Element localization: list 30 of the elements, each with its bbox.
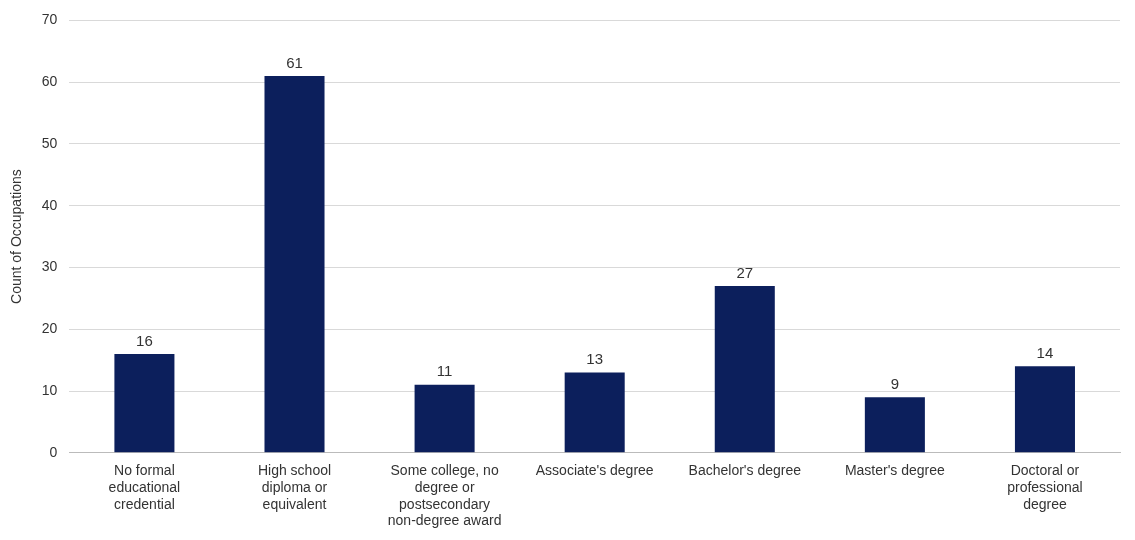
y-tick-label: 60 — [41, 73, 58, 90]
data-label: 11 — [436, 362, 453, 380]
x-tick-label: Doctoral or professional degree — [1007, 462, 1083, 512]
y-tick-label: 40 — [41, 196, 58, 213]
y-axis-title: Count of Occupations — [8, 169, 25, 304]
x-tick-label: Some college, no degree or postsecondary non-degree award — [387, 462, 502, 529]
bar — [714, 286, 775, 453]
data-label: 9 — [890, 374, 900, 392]
data-label: 13 — [586, 350, 604, 368]
y-tick-label: 30 — [41, 258, 58, 275]
x-tick-label: No formal educational credential — [108, 462, 181, 512]
bar — [414, 384, 475, 453]
y-tick-label: 70 — [41, 11, 58, 28]
data-label: 61 — [286, 53, 303, 71]
bar — [864, 397, 925, 453]
y-tick-label: 10 — [41, 381, 58, 398]
data-label: 27 — [736, 263, 754, 281]
bar — [264, 75, 325, 453]
y-tick-label: 20 — [41, 320, 58, 337]
y-tick-label: 0 — [49, 443, 58, 460]
data-label: 14 — [1036, 343, 1054, 361]
bar — [114, 353, 175, 453]
data-label: 16 — [136, 331, 153, 349]
x-tick-label: High school diploma or equivalent — [257, 462, 332, 512]
x-tick-label: Associate's degree — [535, 462, 654, 479]
y-tick-label: 50 — [41, 134, 58, 151]
x-tick-label: Master's degree — [844, 462, 946, 479]
bar — [1014, 366, 1075, 453]
bar — [564, 372, 625, 453]
x-tick-label: Bachelor's degree — [688, 462, 802, 479]
